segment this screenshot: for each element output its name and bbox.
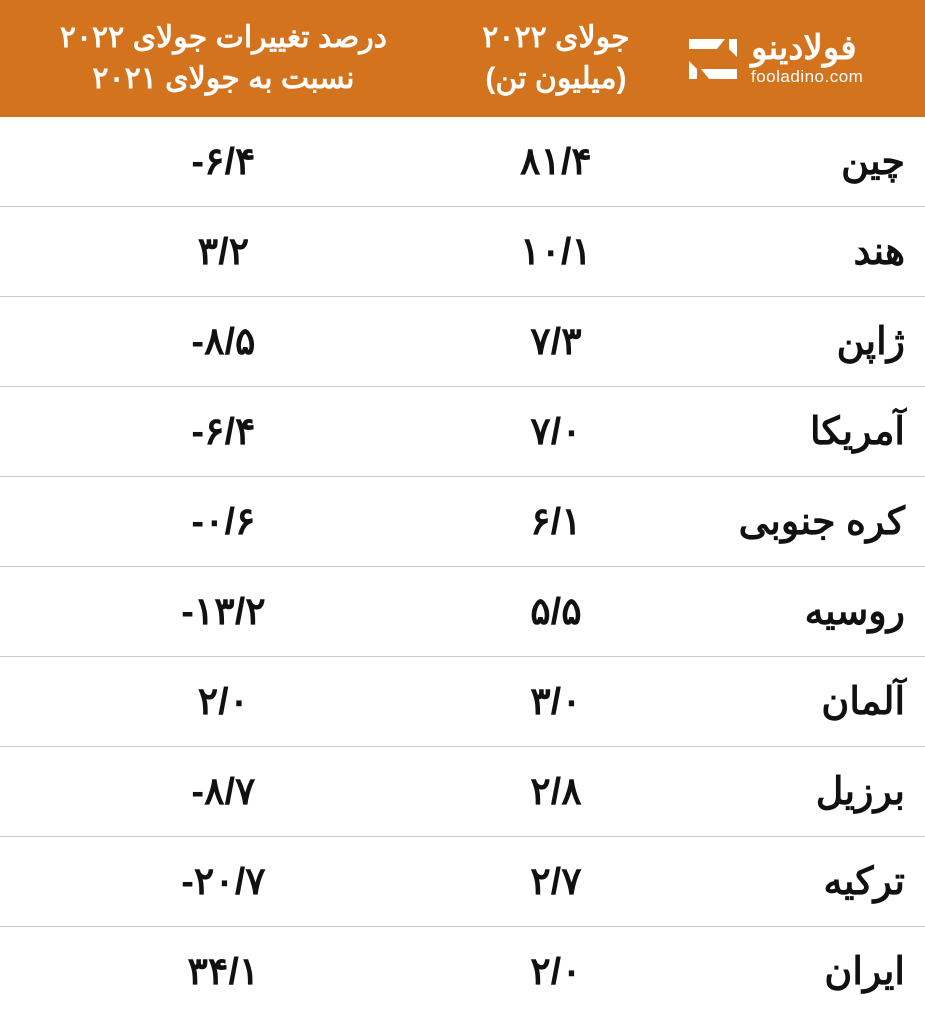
table-row: هند ۱۰/۱ ۳/۲ xyxy=(0,207,925,297)
table-row: برزیل ۲/۸ -۸/۷ xyxy=(0,747,925,837)
country-cell: ترکیه xyxy=(665,837,925,927)
production-cell: ۱۰/۱ xyxy=(447,207,665,297)
col2-line2: (میلیون تن) xyxy=(485,62,626,95)
column-header-production: جولای ۲۰۲۲ (میلیون تن) xyxy=(447,0,665,117)
change-cell: -۶/۴ xyxy=(0,387,447,477)
table-row: آمریکا ۷/۰ -۶/۴ xyxy=(0,387,925,477)
table-row: ژاپن ۷/۳ -۸/۵ xyxy=(0,297,925,387)
logo-text-fa: فولادینو xyxy=(751,31,857,65)
country-cell: ایران xyxy=(665,927,925,1017)
change-cell: -۱۳/۲ xyxy=(0,567,447,657)
col2-line1: جولای ۲۰۲۲ xyxy=(482,21,629,54)
country-cell: ژاپن xyxy=(665,297,925,387)
table-row: چین ۸۱/۴ -۶/۴ xyxy=(0,117,925,207)
fooladino-logo-icon xyxy=(685,35,741,83)
table-row: ترکیه ۲/۷ -۲۰/۷ xyxy=(0,837,925,927)
country-cell: آمریکا xyxy=(665,387,925,477)
country-cell: هند xyxy=(665,207,925,297)
brand-logo: فولادینو fooladino.com xyxy=(685,31,905,87)
table-header-row: فولادینو fooladino.com جولای ۲۰۲۲ (میلیو… xyxy=(0,0,925,117)
change-cell: -۶/۴ xyxy=(0,117,447,207)
col3-line1: درصد تغییرات جولای ۲۰۲۲ xyxy=(60,21,387,54)
table-row: ایران ۲/۰ ۳۴/۱ xyxy=(0,927,925,1017)
logo-text-en: fooladino.com xyxy=(751,67,863,87)
production-cell: ۷/۰ xyxy=(447,387,665,477)
column-header-change: درصد تغییرات جولای ۲۰۲۲ نسبت به جولای ۲۰… xyxy=(0,0,447,117)
production-cell: ۲/۷ xyxy=(447,837,665,927)
production-cell: ۷/۳ xyxy=(447,297,665,387)
table-body: چین ۸۱/۴ -۶/۴ هند ۱۰/۱ ۳/۲ ژاپن ۷/۳ -۸/۵… xyxy=(0,117,925,1016)
change-cell: ۳/۲ xyxy=(0,207,447,297)
change-cell: -۰/۶ xyxy=(0,477,447,567)
country-cell: کره جنوبی xyxy=(665,477,925,567)
table-row: آلمان ۳/۰ ۲/۰ xyxy=(0,657,925,747)
change-cell: ۲/۰ xyxy=(0,657,447,747)
production-cell: ۲/۰ xyxy=(447,927,665,1017)
change-cell: -۲۰/۷ xyxy=(0,837,447,927)
production-cell: ۸۱/۴ xyxy=(447,117,665,207)
country-cell: چین xyxy=(665,117,925,207)
change-cell: -۸/۷ xyxy=(0,747,447,837)
change-cell: ۳۴/۱ xyxy=(0,927,447,1017)
country-cell: آلمان xyxy=(665,657,925,747)
country-cell: روسیه xyxy=(665,567,925,657)
production-cell: ۶/۱ xyxy=(447,477,665,567)
steel-production-table: فولادینو fooladino.com جولای ۲۰۲۲ (میلیو… xyxy=(0,0,925,1016)
col3-line2: نسبت به جولای ۲۰۲۱ xyxy=(92,62,354,95)
table-row: کره جنوبی ۶/۱ -۰/۶ xyxy=(0,477,925,567)
production-cell: ۲/۸ xyxy=(447,747,665,837)
logo-cell: فولادینو fooladino.com xyxy=(665,0,925,117)
change-cell: -۸/۵ xyxy=(0,297,447,387)
production-cell: ۳/۰ xyxy=(447,657,665,747)
production-cell: ۵/۵ xyxy=(447,567,665,657)
table-row: روسیه ۵/۵ -۱۳/۲ xyxy=(0,567,925,657)
country-cell: برزیل xyxy=(665,747,925,837)
